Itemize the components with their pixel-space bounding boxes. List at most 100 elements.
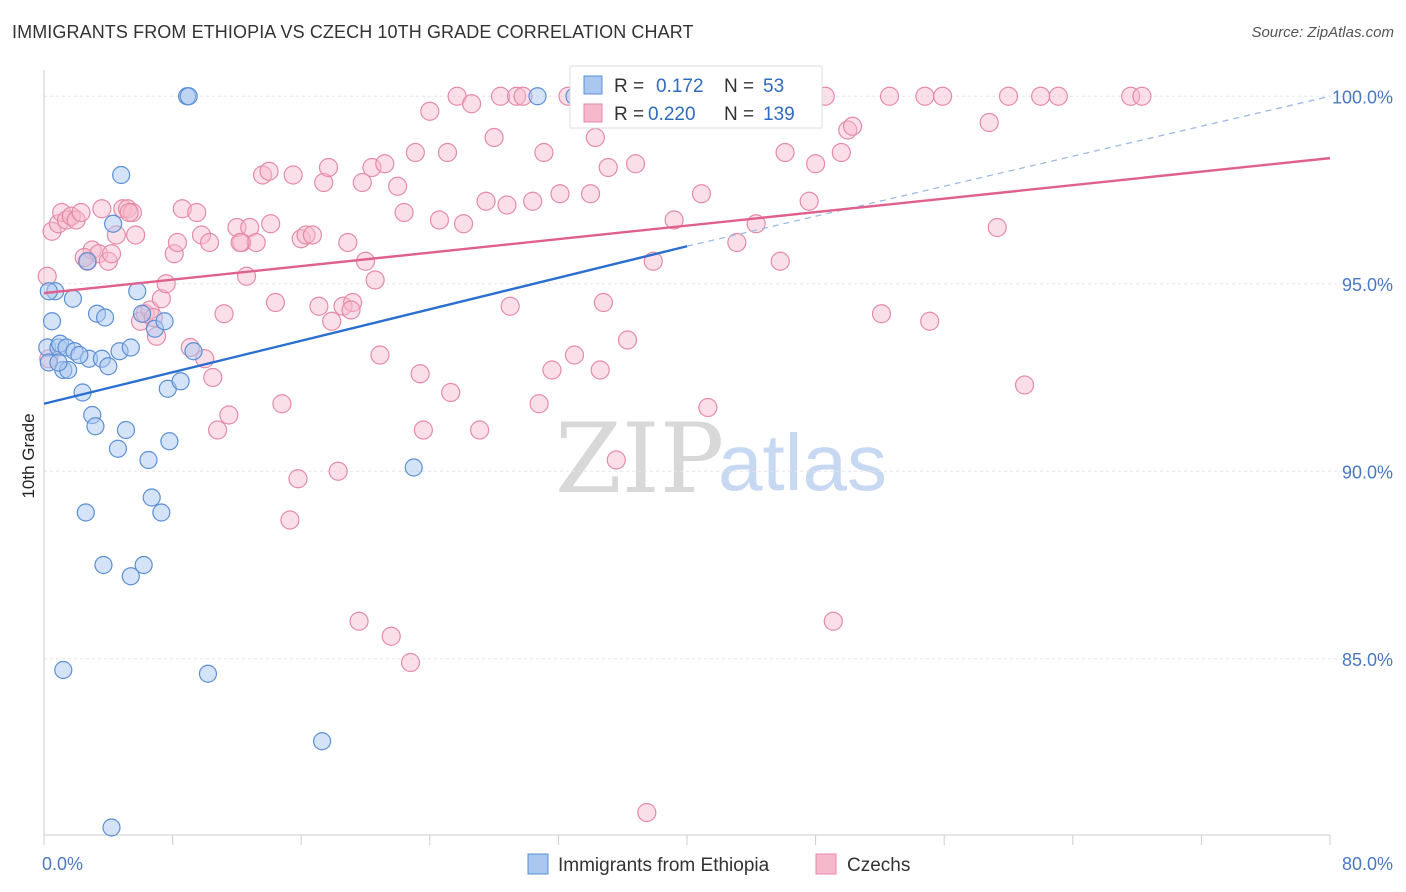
y-tick-label: 90.0% (1342, 462, 1393, 482)
ethiopia-point (139, 450, 158, 470)
czech-point (101, 244, 122, 264)
czech-point (453, 214, 474, 234)
legend-r-label-1: R = (614, 76, 644, 97)
czech-point (172, 199, 192, 219)
czech-point (272, 394, 292, 414)
ethiopia-point (142, 488, 161, 507)
czech-point (580, 184, 601, 204)
czech-point (341, 300, 361, 320)
czech-point (352, 172, 372, 193)
czech-point (476, 191, 496, 211)
ethiopia-trend-line (43, 245, 688, 405)
legend-swatch-czech (583, 103, 603, 123)
ethiopia-point (132, 304, 152, 323)
czech-point (698, 397, 718, 418)
czech-point (156, 274, 176, 294)
czech-point (246, 232, 266, 253)
czech-point (420, 101, 440, 121)
czech-point (355, 251, 376, 271)
czech-point (497, 195, 517, 215)
czech-point (199, 232, 220, 253)
y-tick-label: 95.0% (1342, 275, 1393, 295)
ethiopia-point (42, 312, 62, 331)
ethiopia-point (76, 503, 95, 522)
czech-point (534, 142, 554, 163)
ethiopia-point (128, 282, 147, 301)
czech-point (871, 304, 892, 324)
ethiopia-point (121, 338, 140, 357)
czech-point (288, 469, 308, 489)
czech-point (230, 232, 250, 253)
ethiopia-point (70, 345, 89, 365)
czech-point (593, 292, 614, 313)
czech-point (1121, 86, 1141, 106)
czech-point (979, 112, 999, 133)
ethiopia-trend-extension (686, 95, 1331, 247)
czech-point (265, 292, 286, 313)
czech-point (564, 345, 585, 365)
czech-point (236, 266, 257, 286)
czech-point (394, 202, 414, 223)
czech-point (500, 296, 520, 316)
y-tick-label: 100.0% (1332, 87, 1393, 107)
czech-point (915, 86, 935, 106)
czech-point (381, 626, 401, 646)
czech-point (437, 142, 458, 163)
bottom-legend-czech: Czechs (847, 855, 910, 876)
czech-point (328, 461, 348, 481)
czech-point (987, 217, 1007, 238)
czech-point (119, 202, 139, 223)
grid-lines (44, 95, 1392, 660)
czech-point (42, 221, 62, 241)
czech-point (167, 232, 188, 253)
bottom-legend-swatch-czech (815, 853, 837, 875)
ethiopia-point (99, 357, 118, 376)
ethiopia-point (104, 214, 123, 233)
ethiopia-point (152, 503, 171, 522)
czech-point (71, 202, 91, 223)
ethiopia-point (116, 420, 136, 440)
czech-point (523, 191, 543, 211)
czech-point (461, 94, 482, 114)
ethiopia-point (94, 555, 113, 575)
czech-point (126, 225, 146, 245)
czech-point (998, 86, 1019, 106)
x-tick-label-min: 0.0% (42, 854, 83, 874)
legend-box (569, 65, 823, 129)
czech-point (606, 450, 626, 470)
czech-point (214, 304, 234, 324)
ethiopia-point (95, 308, 115, 327)
czech-point (365, 270, 385, 290)
ethiopia-point (63, 289, 83, 308)
bottom-legend: Immigrants from Ethiopia Czechs (527, 853, 910, 876)
czech-point (191, 225, 212, 245)
czech-point (187, 202, 207, 223)
watermark-atlas: atlas (718, 418, 887, 507)
czech-point (590, 360, 610, 380)
czech-point (625, 154, 646, 174)
czech-point (219, 405, 239, 425)
ethiopia-point (78, 252, 97, 271)
czech-point (1014, 375, 1035, 395)
czech-point (405, 142, 425, 163)
ethiopia-point (49, 353, 68, 372)
legend-r-value-2: 0.220 (648, 104, 696, 125)
czech-point (338, 232, 358, 253)
ethiopia-point (179, 87, 198, 106)
ethiopia-point (184, 342, 203, 361)
source-label: Source: ZipAtlas.com (1251, 24, 1394, 41)
czech-point (799, 191, 819, 211)
legend-n-label-1: N = (724, 76, 754, 97)
ethiopia-point (108, 439, 128, 458)
czech-point (208, 420, 228, 440)
czech-point (410, 364, 430, 384)
ethiopia-point (171, 372, 190, 391)
czech-point (637, 802, 657, 823)
ethiopia-point (54, 660, 73, 680)
czech-point (617, 330, 638, 350)
ethiopia-points (38, 87, 584, 837)
czech-point (542, 360, 562, 380)
trend-lines (43, 95, 1331, 405)
czech-point (1048, 86, 1068, 106)
